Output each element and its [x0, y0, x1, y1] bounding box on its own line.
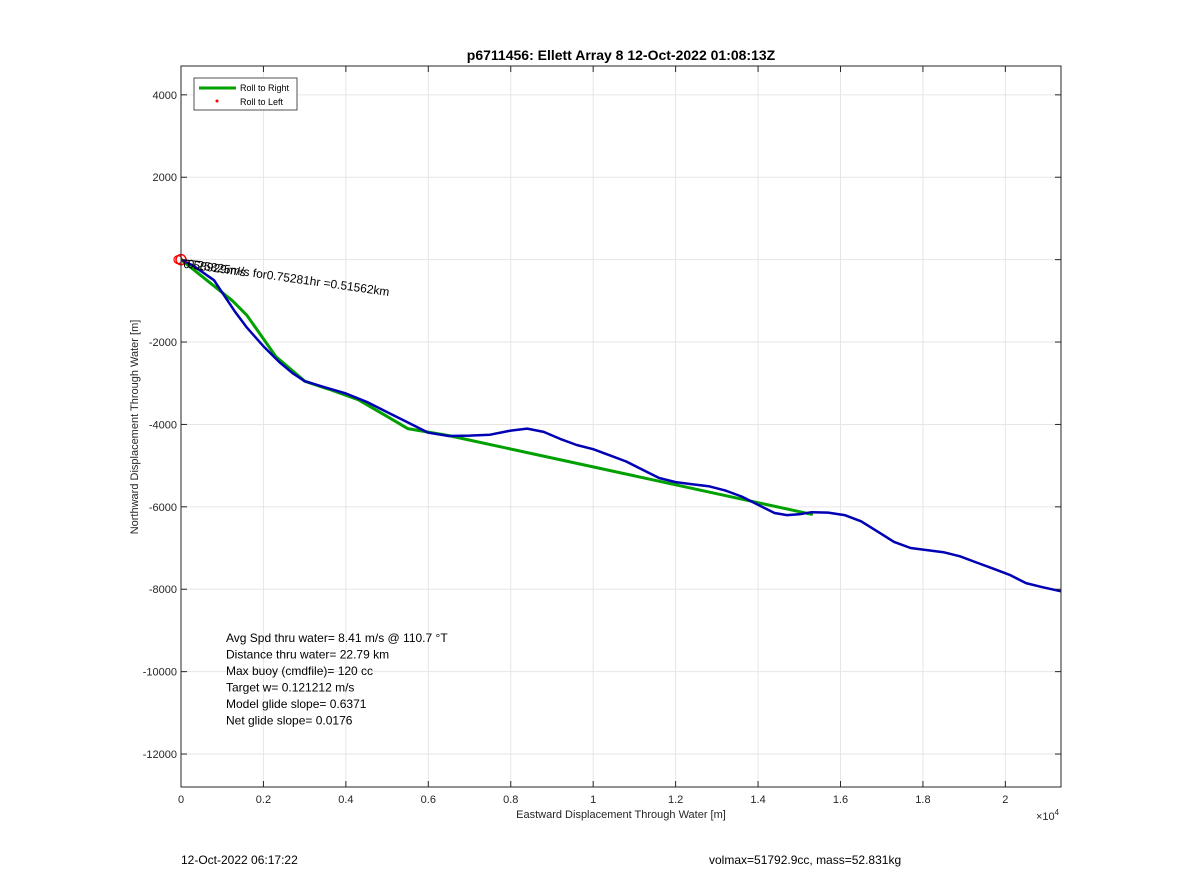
- x-tick-label-1: 0.2: [256, 794, 271, 806]
- y-tick-label-0: 4000: [153, 90, 177, 102]
- x-tick-label-2: 0.4: [338, 794, 353, 806]
- info-line-1: Distance thru water= 22.79 km: [226, 648, 389, 662]
- legend-box: [193, 77, 298, 111]
- x-tick-label-9: 1.8: [915, 794, 930, 806]
- legend-label-roll-right: Roll to Right: [240, 83, 290, 93]
- x-tick-label-4: 0.8: [503, 794, 518, 806]
- y-tick-label-6: -8000: [149, 584, 177, 596]
- footer-volmax-mass: volmax=51792.9cc, mass=52.831kg: [709, 853, 901, 867]
- info-line-5: Net glide slope= 0.0176: [226, 714, 353, 728]
- y-tick-label-1: 2000: [153, 172, 177, 184]
- axes-box: [180, 65, 1062, 788]
- plot-area: [181, 66, 1061, 787]
- y-tick-label-4: -4000: [149, 419, 177, 431]
- x-axis: 0 0.2 0.4 0.6 0.8 1 1.2 1.4 1.6 1.8 2: [178, 66, 1008, 806]
- chart-title: p6711456: Ellett Array 8 12-Oct-2022 01:…: [467, 47, 776, 63]
- info-line-4: Model glide slope= 0.6371: [226, 697, 367, 711]
- info-line-2: Max buoy (cmdfile)= 120 cc: [226, 664, 373, 678]
- x-exponent-base: ×10: [1036, 811, 1055, 823]
- y-tick-label-7: -10000: [143, 667, 177, 679]
- x-tick-label-5: 1: [590, 794, 596, 806]
- y-tick-label-3: -2000: [149, 337, 177, 349]
- legend-swatch-roll-left: [215, 99, 219, 103]
- x-tick-label-6: 1.2: [668, 794, 683, 806]
- y-axis-label: Northward Displacement Through Water [m]: [129, 320, 141, 535]
- info-box: Avg Spd thru water= 8.41 m/s @ 110.7 °T D…: [226, 631, 448, 728]
- x-tick-label-7: 1.4: [750, 794, 765, 806]
- x-axis-label: Eastward Displacement Through Water [m]: [516, 809, 726, 821]
- series-group: [181, 258, 1061, 593]
- x-exponent-label: ×104: [1036, 808, 1060, 823]
- x-tick-label-8: 1.6: [833, 794, 848, 806]
- legend-label-roll-left: Roll to Left: [240, 97, 284, 107]
- legend: Roll to Right Roll to Left: [193, 77, 298, 111]
- y-axis: 4000 2000 -2000 -4000 -6000 -8000 -10000 -12000: [143, 90, 1061, 761]
- series-line-2: [181, 258, 1061, 593]
- x-exponent-power: 4: [1055, 808, 1060, 817]
- info-line-3: Target w= 0.121212 m/s: [226, 681, 354, 695]
- x-tick-label-3: 0.6: [421, 794, 436, 806]
- grid-lines: [180, 66, 1061, 787]
- x-tick-label-0: 0: [178, 794, 184, 806]
- info-line-0: Avg Spd thru water= 8.41 m/s @ 110.7 °T: [226, 631, 448, 645]
- footer-timestamp: 12-Oct-2022 06:17:22: [181, 853, 298, 867]
- x-tick-label-10: 2: [1002, 794, 1008, 806]
- y-tick-label-8: -12000: [143, 749, 177, 761]
- y-tick-label-5: -6000: [149, 502, 177, 514]
